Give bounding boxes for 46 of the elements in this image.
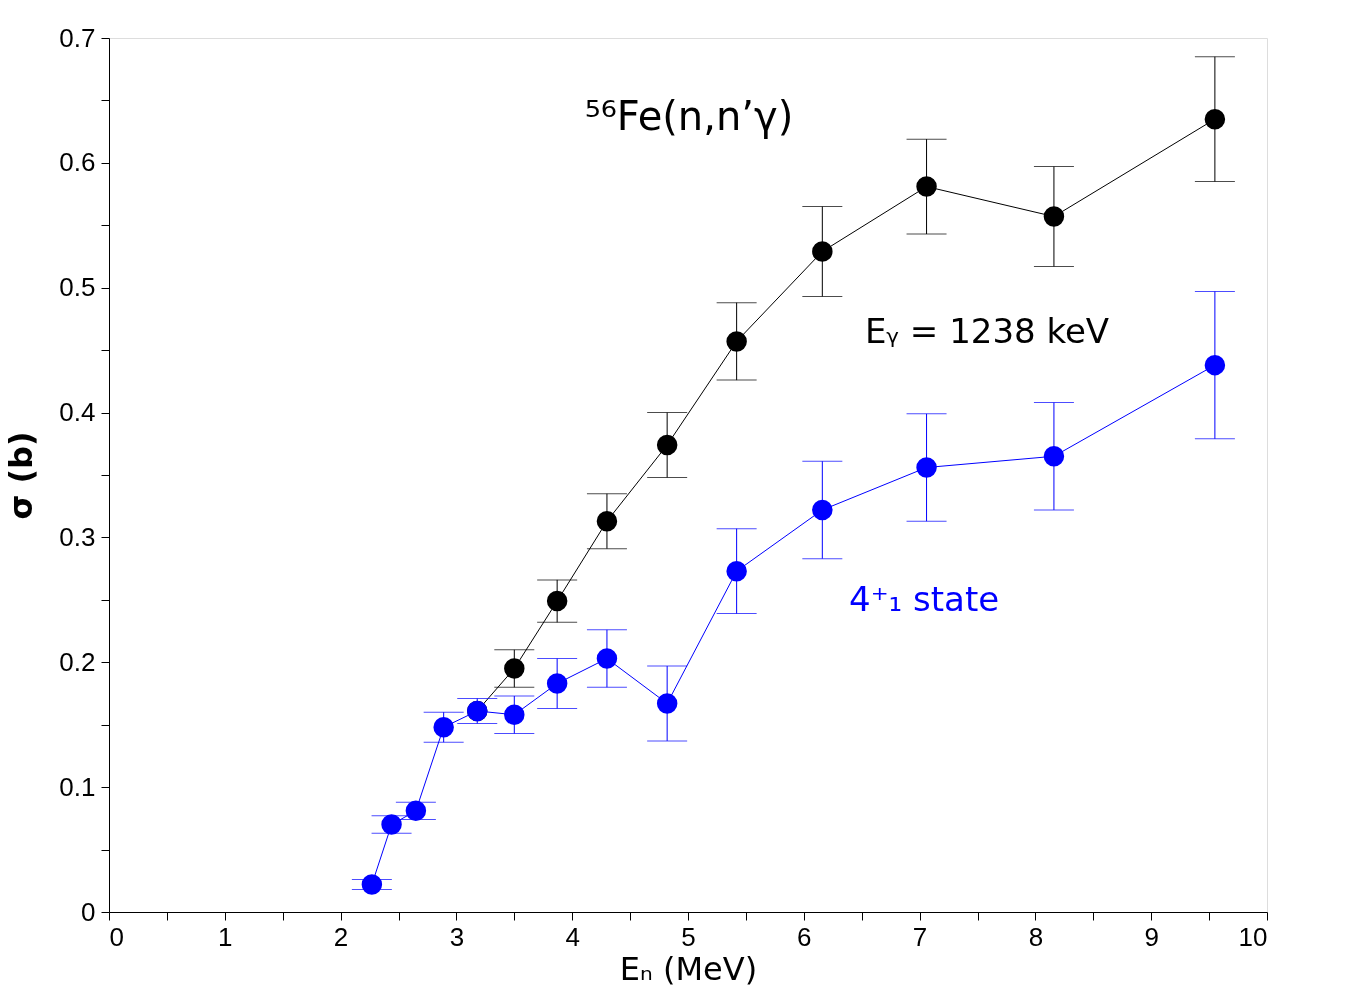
y-tick-label: 0.7 — [59, 22, 96, 53]
series-label: 4⁺₁ state — [849, 579, 1000, 619]
annotation: ⁵⁶Fe(n,n’γ) — [584, 93, 794, 139]
point — [433, 716, 454, 738]
x-tick-label: 10 — [1238, 921, 1268, 952]
point — [1043, 446, 1065, 467]
point — [596, 510, 618, 532]
point — [916, 457, 937, 478]
x-tick-label: 2 — [333, 921, 349, 952]
x-tick-label: 5 — [681, 921, 696, 952]
point — [1043, 206, 1065, 227]
point — [726, 331, 747, 352]
point — [361, 874, 383, 895]
point — [812, 241, 833, 262]
y-tick-label: 0.5 — [59, 272, 96, 303]
x-tick-label: 4 — [565, 921, 580, 952]
point — [504, 704, 525, 725]
point — [504, 658, 525, 679]
y-axis-title: σ (b) — [2, 431, 41, 520]
x-axis-title: Eₙ (MeV) — [619, 949, 758, 988]
y-tick-label: 0.2 — [59, 646, 96, 677]
x-tick-label: 7 — [912, 921, 928, 952]
point — [405, 800, 427, 822]
point — [726, 560, 747, 582]
x-tick-label: 9 — [1144, 921, 1159, 952]
point — [1204, 354, 1226, 376]
y-tick-label: 0.4 — [59, 397, 96, 428]
x-tick-label: 6 — [797, 921, 812, 952]
y-tick-label: 0.1 — [59, 771, 96, 802]
y-tick-label: 0 — [81, 896, 96, 927]
x-tick-label: 3 — [449, 921, 465, 952]
point — [546, 673, 568, 694]
x-tick-label: 0 — [109, 921, 124, 952]
point — [546, 590, 568, 612]
point — [596, 648, 618, 669]
point — [812, 499, 833, 521]
point — [916, 176, 937, 197]
x-tick-label: 8 — [1028, 921, 1044, 952]
y-tick-label: 0.6 — [59, 147, 96, 178]
point — [1204, 108, 1226, 130]
annotation: Eᵧ = 1238 keV — [864, 311, 1110, 351]
point — [656, 693, 678, 714]
point — [381, 814, 402, 835]
y-tick-label: 0.3 — [59, 521, 96, 552]
point — [656, 434, 678, 456]
x-tick-label: 1 — [218, 921, 233, 952]
